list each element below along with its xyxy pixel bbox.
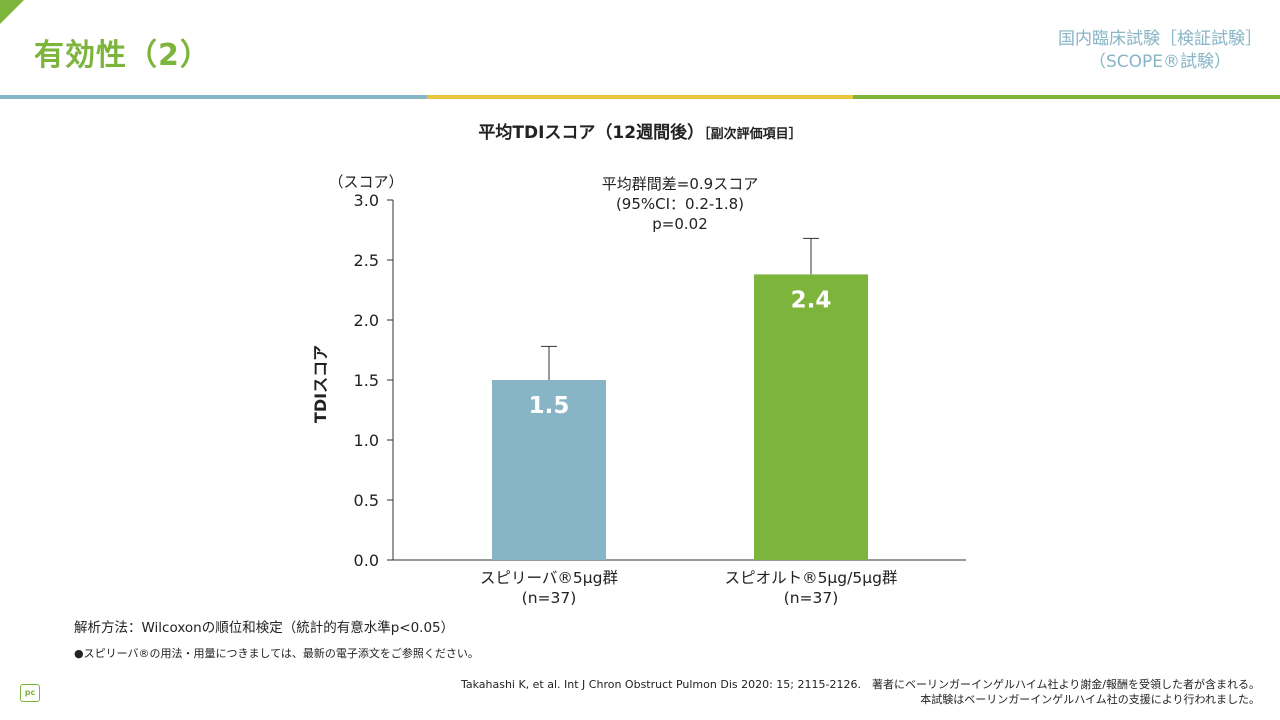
group-difference-annotation: 平均群間差=0.9スコア	[602, 175, 758, 193]
chart-title: 平均TDIスコア（12週間後）［副次評価項目］	[0, 118, 1280, 143]
header-rule-yellow	[427, 95, 853, 99]
reference: Takahashi K, et al. Int J Chron Obstruct…	[461, 677, 1260, 707]
chart-title-main: 平均TDIスコア（12週間後）	[478, 123, 705, 143]
y-tick-label: 2.0	[354, 311, 379, 330]
bar-value-label: 2.4	[791, 287, 832, 313]
x-category-n-label: (n=37)	[784, 589, 839, 607]
dosage-note: ●スピリーバ®の用法・用量につきましては、最新の電子添文をご参照ください。	[74, 647, 479, 660]
bar-value-label: 1.5	[529, 393, 570, 419]
group-difference-annotation: (95%CI：0.2-1.8)	[616, 195, 744, 213]
x-category-label: スピリーバ®5μg群	[480, 569, 618, 587]
y-tick-label: 2.5	[354, 251, 379, 270]
y-tick-label: 1.0	[354, 431, 379, 450]
y-tick-label: 0.0	[354, 551, 379, 570]
header-rule-blue	[0, 95, 427, 99]
chart-title-sub: ［副次評価項目］	[704, 127, 802, 142]
x-category-label: スピオルト®5μg/5μg群	[725, 569, 898, 587]
pc-logo: pc	[20, 684, 40, 702]
study-label-line1: 国内臨床試験［検証試験］	[1058, 29, 1262, 49]
page-title: 有効性（2）	[34, 38, 211, 73]
study-label: 国内臨床試験［検証試験］ （SCOPE®試験）	[1058, 28, 1262, 74]
header-rule-green	[853, 95, 1280, 99]
y-axis-title: TDIスコア	[311, 345, 330, 423]
group-difference-annotation: p=0.02	[652, 215, 708, 233]
y-tick-label: 3.0	[354, 191, 379, 210]
reference-line2: 本試験はベーリンガーインゲルハイム社の支援により行われました。	[920, 693, 1260, 706]
analysis-method-note: 解析方法：Wilcoxonの順位和検定（統計的有意水準p<0.05）	[74, 620, 455, 636]
reference-line1: Takahashi K, et al. Int J Chron Obstruct…	[460, 678, 1260, 691]
y-tick-label: 0.5	[354, 491, 379, 510]
y-tick-label: 1.5	[354, 371, 379, 390]
bar	[754, 274, 868, 560]
y-unit-label: （スコア）	[328, 173, 403, 191]
bar	[492, 380, 606, 560]
study-label-line2: （SCOPE®試験）	[1088, 52, 1232, 72]
x-category-n-label: (n=37)	[522, 589, 577, 607]
corner-accent	[0, 0, 24, 24]
